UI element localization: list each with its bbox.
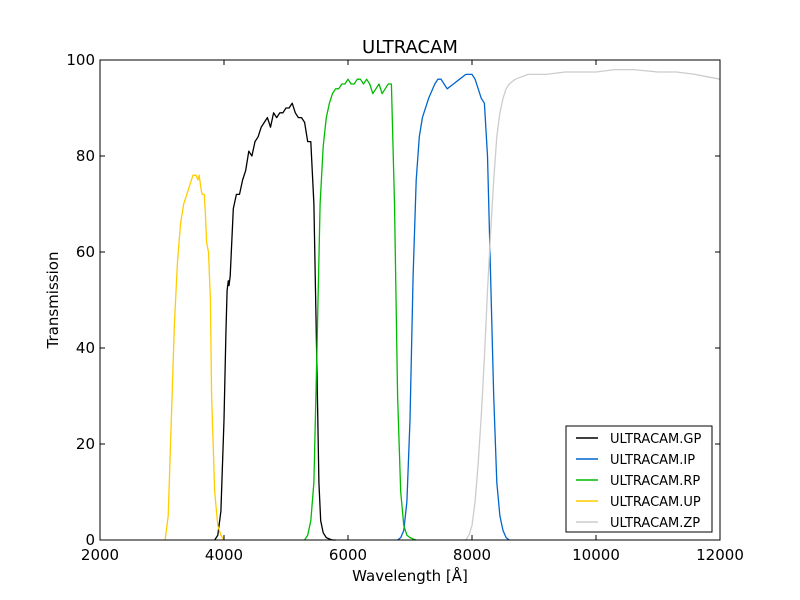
x-tick-label: 4000: [205, 546, 243, 564]
x-tick-label: 10000: [572, 546, 620, 564]
y-tick-label: 100: [66, 51, 95, 69]
series-line-ultracam-rp: [304, 78, 417, 541]
y-tick-label: 80: [76, 147, 95, 165]
legend-box: [565, 425, 713, 533]
legend-label: ULTRACAM.RP: [610, 474, 700, 489]
legend: ULTRACAM.GP ULTRACAM.IP ULTRACAM.RP ULTRACA…: [565, 425, 713, 533]
chart-title: ULTRACAM: [362, 37, 458, 58]
plot-frame: [99, 59, 721, 541]
legend-label: ULTRACAM.ZP: [610, 516, 700, 531]
series-line-ultracam-ip: [397, 73, 510, 541]
series-line-ultracam-up: [164, 174, 225, 541]
legend-label: ULTRACAM.IP: [610, 453, 695, 468]
y-tick-label: 0: [85, 531, 95, 549]
x-axis-label: Wavelength [Å]: [352, 566, 468, 585]
x-tick-label: 2000: [81, 546, 119, 564]
plot-lines: [164, 68, 721, 541]
y-axis-label: Transmission: [44, 252, 62, 350]
x-tick-label: 8000: [453, 546, 491, 564]
y-tick-label: 40: [76, 339, 95, 357]
y-tick-label: 60: [76, 243, 95, 261]
axis-ticks: 2000 4000 6000 8000 10000 12000 0 20 40 60 80 100: [66, 51, 744, 564]
legend-label: ULTRACAM.GP: [610, 432, 701, 447]
series-line-ultracam-zp: [465, 68, 721, 541]
x-tick-label: 6000: [329, 546, 367, 564]
x-tick-label: 12000: [696, 546, 744, 564]
legend-label: ULTRACAM.UP: [610, 495, 701, 510]
y-tick-label: 20: [76, 435, 95, 453]
